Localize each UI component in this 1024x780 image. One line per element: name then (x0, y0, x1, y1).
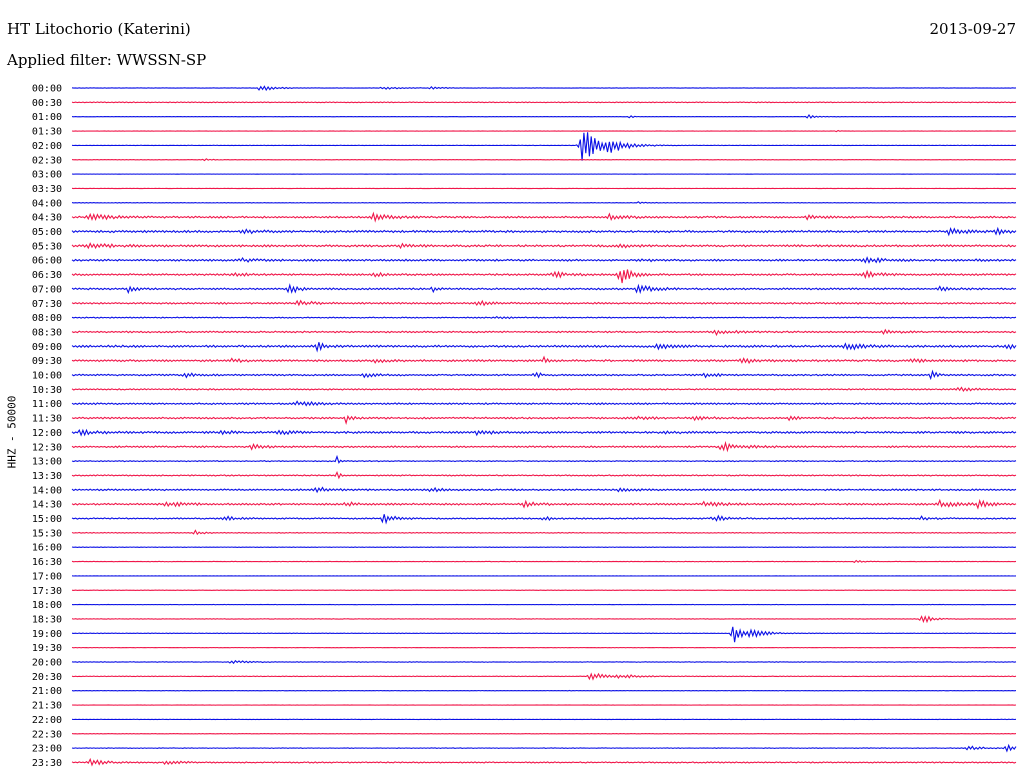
trace-line (71, 659, 1017, 665)
trace-line (71, 113, 1017, 119)
trace-line (71, 211, 1017, 223)
tick-label: 03:00 (32, 170, 62, 181)
trace-line (71, 615, 1017, 624)
tick-label: 21:30 (32, 701, 62, 712)
tick-labels-group: 00:00 00:30 01:00 01:30 02:00 02:30 03:00 03:30… (32, 84, 62, 769)
tick-label: 22:30 (32, 729, 62, 740)
tick-label: 08:00 (32, 313, 62, 324)
trace-line (71, 129, 1017, 133)
tick-label: 05:30 (32, 241, 62, 252)
tick-label: 23:00 (32, 744, 62, 755)
tick-label: 20:00 (32, 658, 62, 669)
tick-label: 23:30 (32, 758, 62, 769)
trace-line (71, 386, 1017, 393)
tick-label: 01:30 (32, 127, 62, 138)
tick-label: 17:00 (32, 571, 62, 582)
trace-line (71, 672, 1017, 681)
tick-label: 07:00 (32, 284, 62, 295)
trace-line (71, 242, 1017, 250)
trace-line (71, 486, 1017, 494)
trace-line (71, 470, 1017, 480)
tick-label: 19:30 (32, 643, 62, 654)
tick-label: 11:30 (32, 414, 62, 425)
date-label: 2013-09-27 (929, 20, 1016, 38)
trace-line (71, 299, 1017, 307)
tick-label: 17:30 (32, 586, 62, 597)
tick-label: 20:30 (32, 672, 62, 683)
tick-label: 19:00 (32, 629, 62, 640)
trace-line (71, 454, 1017, 464)
tick-label: 00:30 (32, 98, 62, 109)
trace-line (71, 132, 1017, 161)
station-title: HT Litochorio (Katerini) (7, 20, 191, 38)
tick-label: 10:00 (32, 371, 62, 382)
tick-label: 02:00 (32, 141, 62, 152)
tick-label: 15:00 (32, 514, 62, 525)
trace-line (71, 85, 1017, 92)
trace-line (71, 529, 1017, 536)
trace-line (71, 101, 1017, 104)
tick-label: 01:00 (32, 112, 62, 123)
trace-line (71, 559, 1017, 564)
tick-label: 05:00 (32, 227, 62, 238)
tick-label: 18:30 (32, 614, 62, 625)
trace-line (71, 743, 1017, 753)
tick-label: 22:00 (32, 715, 62, 726)
tick-label: 12:30 (32, 442, 62, 453)
tick-label: 08:30 (32, 327, 62, 338)
trace-line (71, 400, 1017, 407)
tick-label: 14:00 (32, 485, 62, 496)
tick-label: 13:00 (32, 457, 62, 468)
tick-label: 07:30 (32, 299, 62, 310)
filter-label: Applied filter: WWSSN-SP (7, 51, 207, 69)
trace-line (71, 514, 1017, 525)
tick-label: 00:00 (32, 84, 62, 95)
trace-line (71, 355, 1017, 365)
trace-line (71, 201, 1017, 205)
tick-label: 15:30 (32, 528, 62, 539)
trace-line (71, 428, 1017, 437)
tick-label: 12:00 (32, 428, 62, 439)
trace-line (71, 226, 1017, 237)
trace-line (71, 498, 1017, 510)
tick-label: 03:30 (32, 184, 62, 195)
tick-label: 14:30 (32, 500, 62, 511)
trace-line (71, 414, 1017, 425)
trace-line (71, 369, 1017, 381)
tick-label: 11:00 (32, 399, 62, 410)
tick-label: 18:00 (32, 600, 62, 611)
tick-label: 21:00 (32, 686, 62, 697)
trace-line (71, 283, 1017, 295)
tick-label: 04:30 (32, 213, 62, 224)
tick-label: 04:00 (32, 198, 62, 209)
tick-label: 16:00 (32, 543, 62, 554)
tick-label: 16:30 (32, 557, 62, 568)
traces-group (71, 85, 1017, 767)
tick-label: 13:30 (32, 471, 62, 482)
trace-line (71, 269, 1017, 284)
tick-label: 02:30 (32, 155, 62, 166)
trace-line (71, 158, 1017, 162)
tick-label: 06:00 (32, 256, 62, 267)
trace-line (71, 342, 1017, 353)
trace-line (71, 315, 1017, 320)
tick-label: 09:30 (32, 356, 62, 367)
trace-line (71, 328, 1017, 337)
tick-label: 09:00 (32, 342, 62, 353)
trace-line (71, 256, 1017, 264)
trace-line (71, 440, 1017, 453)
trace-line (71, 626, 1017, 643)
trace-line (71, 757, 1017, 767)
tick-label: 06:30 (32, 270, 62, 281)
tick-label: 10:30 (32, 385, 62, 396)
